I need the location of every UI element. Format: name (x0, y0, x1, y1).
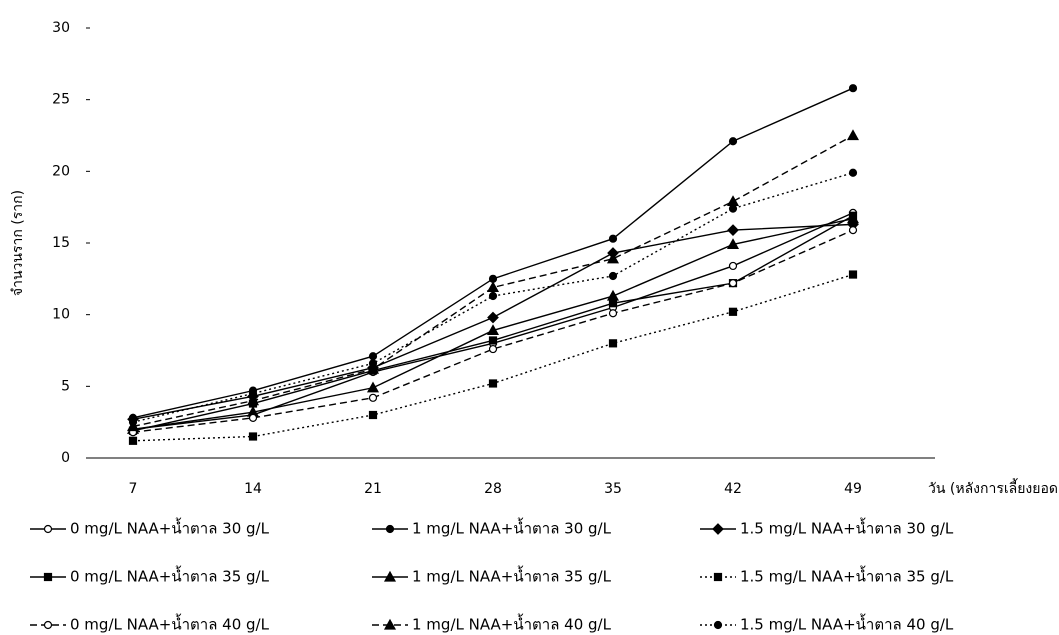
marker (368, 410, 378, 420)
marker (486, 324, 500, 336)
marker (846, 129, 860, 141)
marker (848, 226, 858, 235)
legend-label: 1 mg/L NAA+น้ำตาล 40 g/L (412, 614, 612, 634)
marker (366, 362, 380, 374)
marker (248, 413, 258, 422)
marker (726, 238, 740, 250)
y-tick-label: 25 (52, 92, 70, 108)
marker (128, 436, 138, 445)
marker (606, 289, 620, 301)
marker (606, 252, 620, 264)
marker (846, 212, 860, 224)
marker (608, 271, 618, 281)
y-axis-label: จำนวนราก (ราก) (10, 190, 26, 296)
marker (728, 279, 738, 288)
marker (728, 307, 738, 316)
marker (488, 336, 498, 345)
marker (727, 224, 739, 236)
y-tick-label: 5 (61, 378, 70, 394)
marker (488, 379, 498, 388)
marker (128, 418, 138, 427)
legend-label: 0 mg/L NAA+น้ำตาล 30 g/L (70, 518, 270, 538)
y-tick-label: 10 (52, 307, 70, 323)
series-line (132, 217, 854, 431)
x-tick-label: 14 (244, 481, 262, 497)
legend-label: 1 mg/L NAA+น้ำตาล 35 g/L (412, 566, 612, 586)
marker (728, 261, 738, 271)
legend-label: 1 mg/L NAA+น้ำตาล 30 g/L (412, 518, 612, 538)
x-tick-label: 28 (484, 481, 502, 497)
legend-marker (713, 572, 723, 582)
marker (848, 168, 858, 177)
legend-label: 0 mg/L NAA+น้ำตาล 40 g/L (70, 614, 270, 634)
marker (366, 381, 380, 393)
x-tick-label: 42 (724, 481, 742, 497)
legend-marker (383, 570, 397, 582)
y-tick-label: 15 (52, 235, 70, 251)
marker (728, 137, 738, 146)
legend-label: 1.5 mg/L NAA+น้ำตาล 30 g/L (740, 518, 954, 538)
legend-label: 0 mg/L NAA+น้ำตาล 35 g/L (70, 566, 270, 586)
marker (608, 309, 618, 318)
series-line (132, 87, 854, 419)
marker (248, 432, 258, 441)
marker (248, 389, 258, 398)
legend-marker (383, 618, 397, 630)
marker (728, 204, 738, 213)
legend-label: 1.5 mg/L NAA+น้ำตาล 40 g/L (740, 614, 954, 634)
marker (488, 291, 498, 301)
marker (486, 281, 500, 293)
marker (608, 339, 618, 348)
legend-marker (43, 572, 53, 582)
marker (368, 393, 378, 402)
marker (848, 84, 858, 93)
legend-label: 1.5 mg/L NAA+น้ำตาล 35 g/L (740, 566, 954, 586)
marker (246, 394, 260, 406)
marker (608, 299, 618, 308)
legend-marker (713, 620, 723, 630)
x-tick-label: 7 (129, 481, 138, 497)
marker (368, 359, 378, 368)
x-axis-label: วัน (หลังการเลี้ยงยอด) (928, 478, 1059, 497)
marker (848, 270, 858, 279)
legend-marker (712, 523, 724, 535)
y-tick-label: 30 (52, 20, 70, 36)
y-tick-label: 20 (52, 163, 70, 179)
legend-marker (43, 524, 53, 534)
y-tick-label: 0 (61, 450, 70, 466)
x-tick-label: 21 (364, 481, 382, 497)
x-tick-label: 35 (604, 481, 622, 497)
legend-marker (43, 620, 53, 630)
legend-marker (385, 524, 395, 534)
marker (487, 311, 499, 324)
marker (726, 195, 740, 207)
marker (488, 344, 498, 354)
marker (368, 352, 378, 361)
x-tick-label: 49 (844, 481, 862, 497)
marker (608, 234, 618, 243)
